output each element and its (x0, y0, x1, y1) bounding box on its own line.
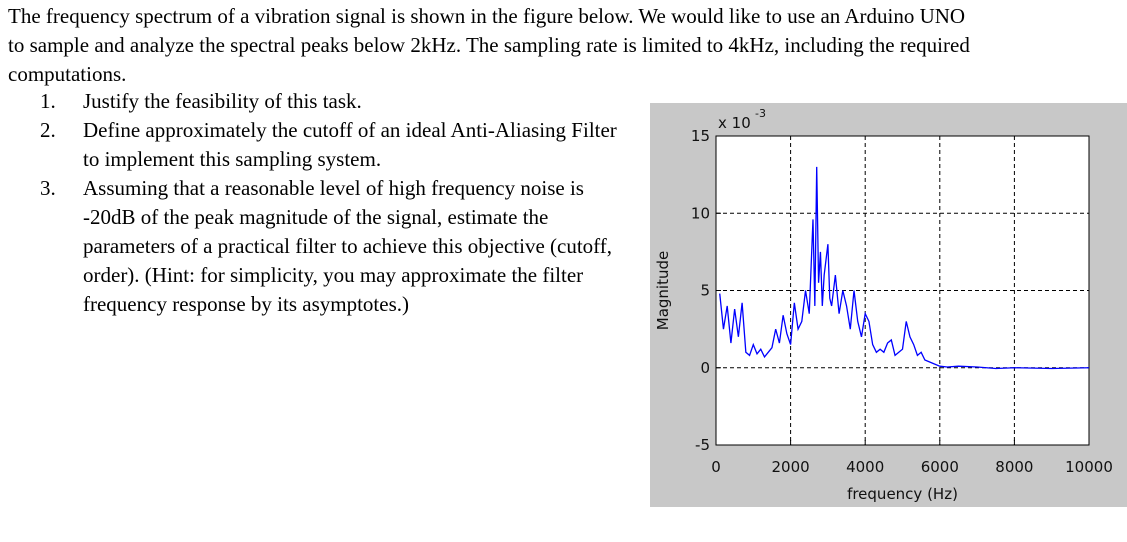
spectrum-line (719, 166, 1090, 370)
task-text: Define approximately the cutoff of an id… (83, 118, 617, 171)
exponent-base: x 10 (718, 114, 751, 132)
axes-box (715, 135, 1090, 446)
task-item: 3. Assuming that a reasonable level of hi… (40, 174, 635, 319)
x-tick-label: 4000 (846, 458, 884, 476)
intro-paragraph: The frequency spectrum of a vibration si… (8, 4, 970, 86)
task-number: 1. (40, 89, 56, 113)
y-tick-label: 5 (700, 282, 710, 300)
y-tick-label: 10 (691, 204, 710, 222)
task-item: 2. Define approximately the cutoff of an … (40, 116, 635, 174)
x-tick-label: 10000 (1065, 458, 1113, 476)
y-tick-label: 0 (700, 359, 710, 377)
task-text: Assuming that a reasonable level of high… (83, 176, 613, 316)
x-axis-label: frequency (Hz) (847, 485, 958, 503)
y-axis-label: Magnitude (654, 251, 672, 330)
x-tick-label: 6000 (921, 458, 959, 476)
task-number: 3. (40, 176, 56, 200)
task-text: Justify the feasibility of this task. (83, 89, 362, 113)
task-list: 1. Justify the feasibility of this task. 2… (40, 87, 635, 319)
task-item: 1. Justify the feasibility of this task. (40, 87, 635, 116)
task-number: 2. (40, 118, 56, 142)
y-tick-label: 15 (691, 127, 710, 145)
y-tick-label: -5 (695, 436, 710, 454)
x-tick-label: 2000 (772, 458, 810, 476)
x-tick-label: 8000 (995, 458, 1033, 476)
x-tick-label: 0 (711, 458, 721, 476)
exponent: -3 (755, 107, 766, 120)
